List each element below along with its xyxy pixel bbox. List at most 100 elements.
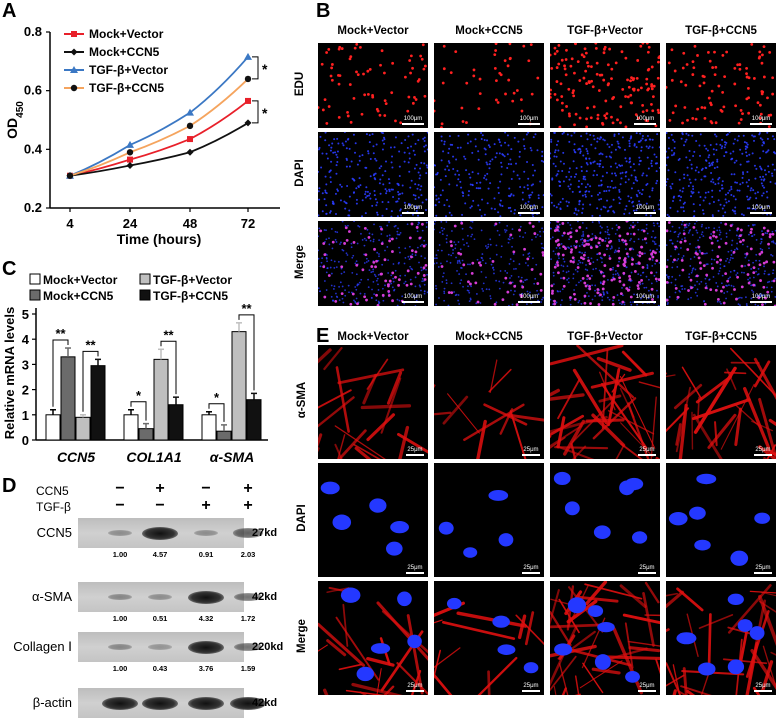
quant-value: 1.72	[240, 614, 256, 623]
panel-letter-b: B	[316, 0, 331, 22]
significance-star: *	[214, 390, 220, 405]
micrograph-image	[668, 473, 771, 566]
scale-bar-label: 25μm	[523, 683, 539, 689]
micrograph-merge-3: 25μm	[550, 581, 660, 695]
legend-swatch	[29, 273, 41, 285]
scale-bar-label: 100μm	[403, 116, 423, 122]
bar	[201, 414, 217, 441]
x-tick-label: 24	[123, 216, 138, 231]
scale-bar: 25μm	[754, 565, 772, 574]
micrograph-dapi-3: 100μm	[550, 132, 660, 217]
data-point	[126, 161, 134, 169]
significance-star: **	[85, 337, 96, 352]
bar	[90, 365, 106, 441]
scale-bar-line	[522, 454, 540, 456]
micrograph-image	[553, 471, 648, 544]
micrograph-dapi-3: 25μm	[550, 463, 660, 577]
quant-value: 4.32	[198, 614, 214, 623]
data-point	[244, 52, 252, 60]
mrna-bar-chart: Mock+Vector Mock+CCN5 TGF-β+Vector TGF-β+CC…	[2, 273, 268, 463]
micrograph-edu-4: 100μm	[666, 43, 776, 128]
quant-value: 0.43	[152, 664, 168, 673]
legend-swatch	[29, 289, 41, 301]
scale-bar: 100μm	[750, 205, 772, 214]
scale-bar: 100μm	[750, 294, 772, 303]
legend-label: Mock+Vector	[89, 27, 164, 41]
legend-label: Mock+Vector	[43, 273, 118, 287]
data-point	[126, 140, 134, 148]
significance-star: *	[262, 61, 268, 77]
x-tick-label: 48	[183, 216, 197, 231]
bar	[123, 414, 139, 441]
scale-bar-line	[402, 123, 424, 125]
blot-label: α-SMA	[31, 589, 72, 604]
column-header: TGF-β+CCN5	[685, 331, 757, 343]
scale-bar-label: 25μm	[639, 565, 655, 571]
data-point	[126, 149, 134, 156]
quant-value: 4.57	[152, 550, 168, 559]
scale-bar: 100μm	[402, 205, 424, 214]
scale-bar: 100μm	[518, 116, 540, 125]
blot-label: CCN5	[36, 525, 72, 540]
scale-bar: 25μm	[522, 447, 540, 456]
scale-bar-line	[638, 690, 656, 692]
panel-letter-a: A	[2, 0, 17, 22]
micrograph-image	[666, 347, 776, 459]
sign-tgf: −	[115, 497, 125, 514]
category-label: CCN5	[57, 449, 95, 463]
x-axis-label: Time (hours)	[117, 231, 202, 247]
kd-label: 42kd	[252, 697, 278, 709]
scale-bar: 100μm	[750, 116, 772, 125]
micrograph-image	[434, 221, 544, 306]
scale-bar-line	[750, 212, 772, 214]
scale-bar-label: 100μm	[751, 294, 771, 300]
scale-bar: 100μm	[518, 294, 540, 303]
scale-bar-label: 25μm	[755, 683, 771, 689]
protein-band	[107, 643, 133, 651]
micrograph-merge-2: 100μm	[434, 221, 544, 306]
scale-bar-label: 25μm	[407, 565, 423, 571]
significance-star: **	[163, 327, 174, 342]
sig-bracket	[160, 340, 177, 395]
scale-bar-line	[634, 212, 656, 214]
scale-bar: 100μm	[634, 205, 656, 214]
column-header: Mock+Vector	[337, 25, 409, 37]
micrograph-image	[550, 581, 660, 695]
row-header: EDU	[294, 71, 306, 96]
sign-ccn5: −	[115, 480, 125, 497]
kd-label: 27kd	[252, 527, 278, 539]
scale-bar-label: 25μm	[755, 565, 771, 571]
scale-bar: 25μm	[522, 565, 540, 574]
scale-bar-label: 100μm	[403, 205, 423, 211]
significance-star: **	[55, 326, 66, 341]
y-tick-label: 0.4	[24, 141, 43, 156]
micrograph-dapi-4: 100μm	[666, 132, 776, 217]
micrograph-dapi-2: 100μm	[434, 132, 544, 217]
blot-label: β-actin	[32, 695, 72, 710]
scale-bar: 25μm	[638, 565, 656, 574]
micrograph-sma-3: 25μm	[550, 345, 660, 459]
micrograph-image	[550, 345, 660, 459]
micrograph-merge-4: 100μm	[666, 221, 776, 306]
data-point	[66, 172, 74, 179]
micrograph-edu-2: 100μm	[434, 43, 544, 128]
column-header: TGF-β+Vector	[567, 25, 643, 37]
sig-bracket	[252, 56, 259, 80]
y-tick-label: 2	[22, 383, 29, 398]
scale-bar: 25μm	[406, 565, 424, 574]
y-tick-label: 3	[22, 357, 29, 372]
protein-band	[233, 528, 263, 538]
legend-label: TGF-β+CCN5	[153, 289, 228, 303]
category-label: α-SMA	[210, 449, 254, 463]
scale-bar-label: 100μm	[519, 294, 539, 300]
data-point	[186, 108, 194, 116]
bar	[246, 399, 262, 441]
scale-bar-line	[518, 212, 540, 214]
protein-band	[188, 640, 224, 654]
scale-bar-label: 100μm	[519, 116, 539, 122]
bar	[75, 416, 91, 441]
tgf-condition-label: TGF-β	[36, 500, 71, 514]
kd-label: 220kd	[252, 641, 284, 653]
scale-bar-line	[406, 572, 424, 574]
scale-bar-label: 25μm	[523, 447, 539, 453]
